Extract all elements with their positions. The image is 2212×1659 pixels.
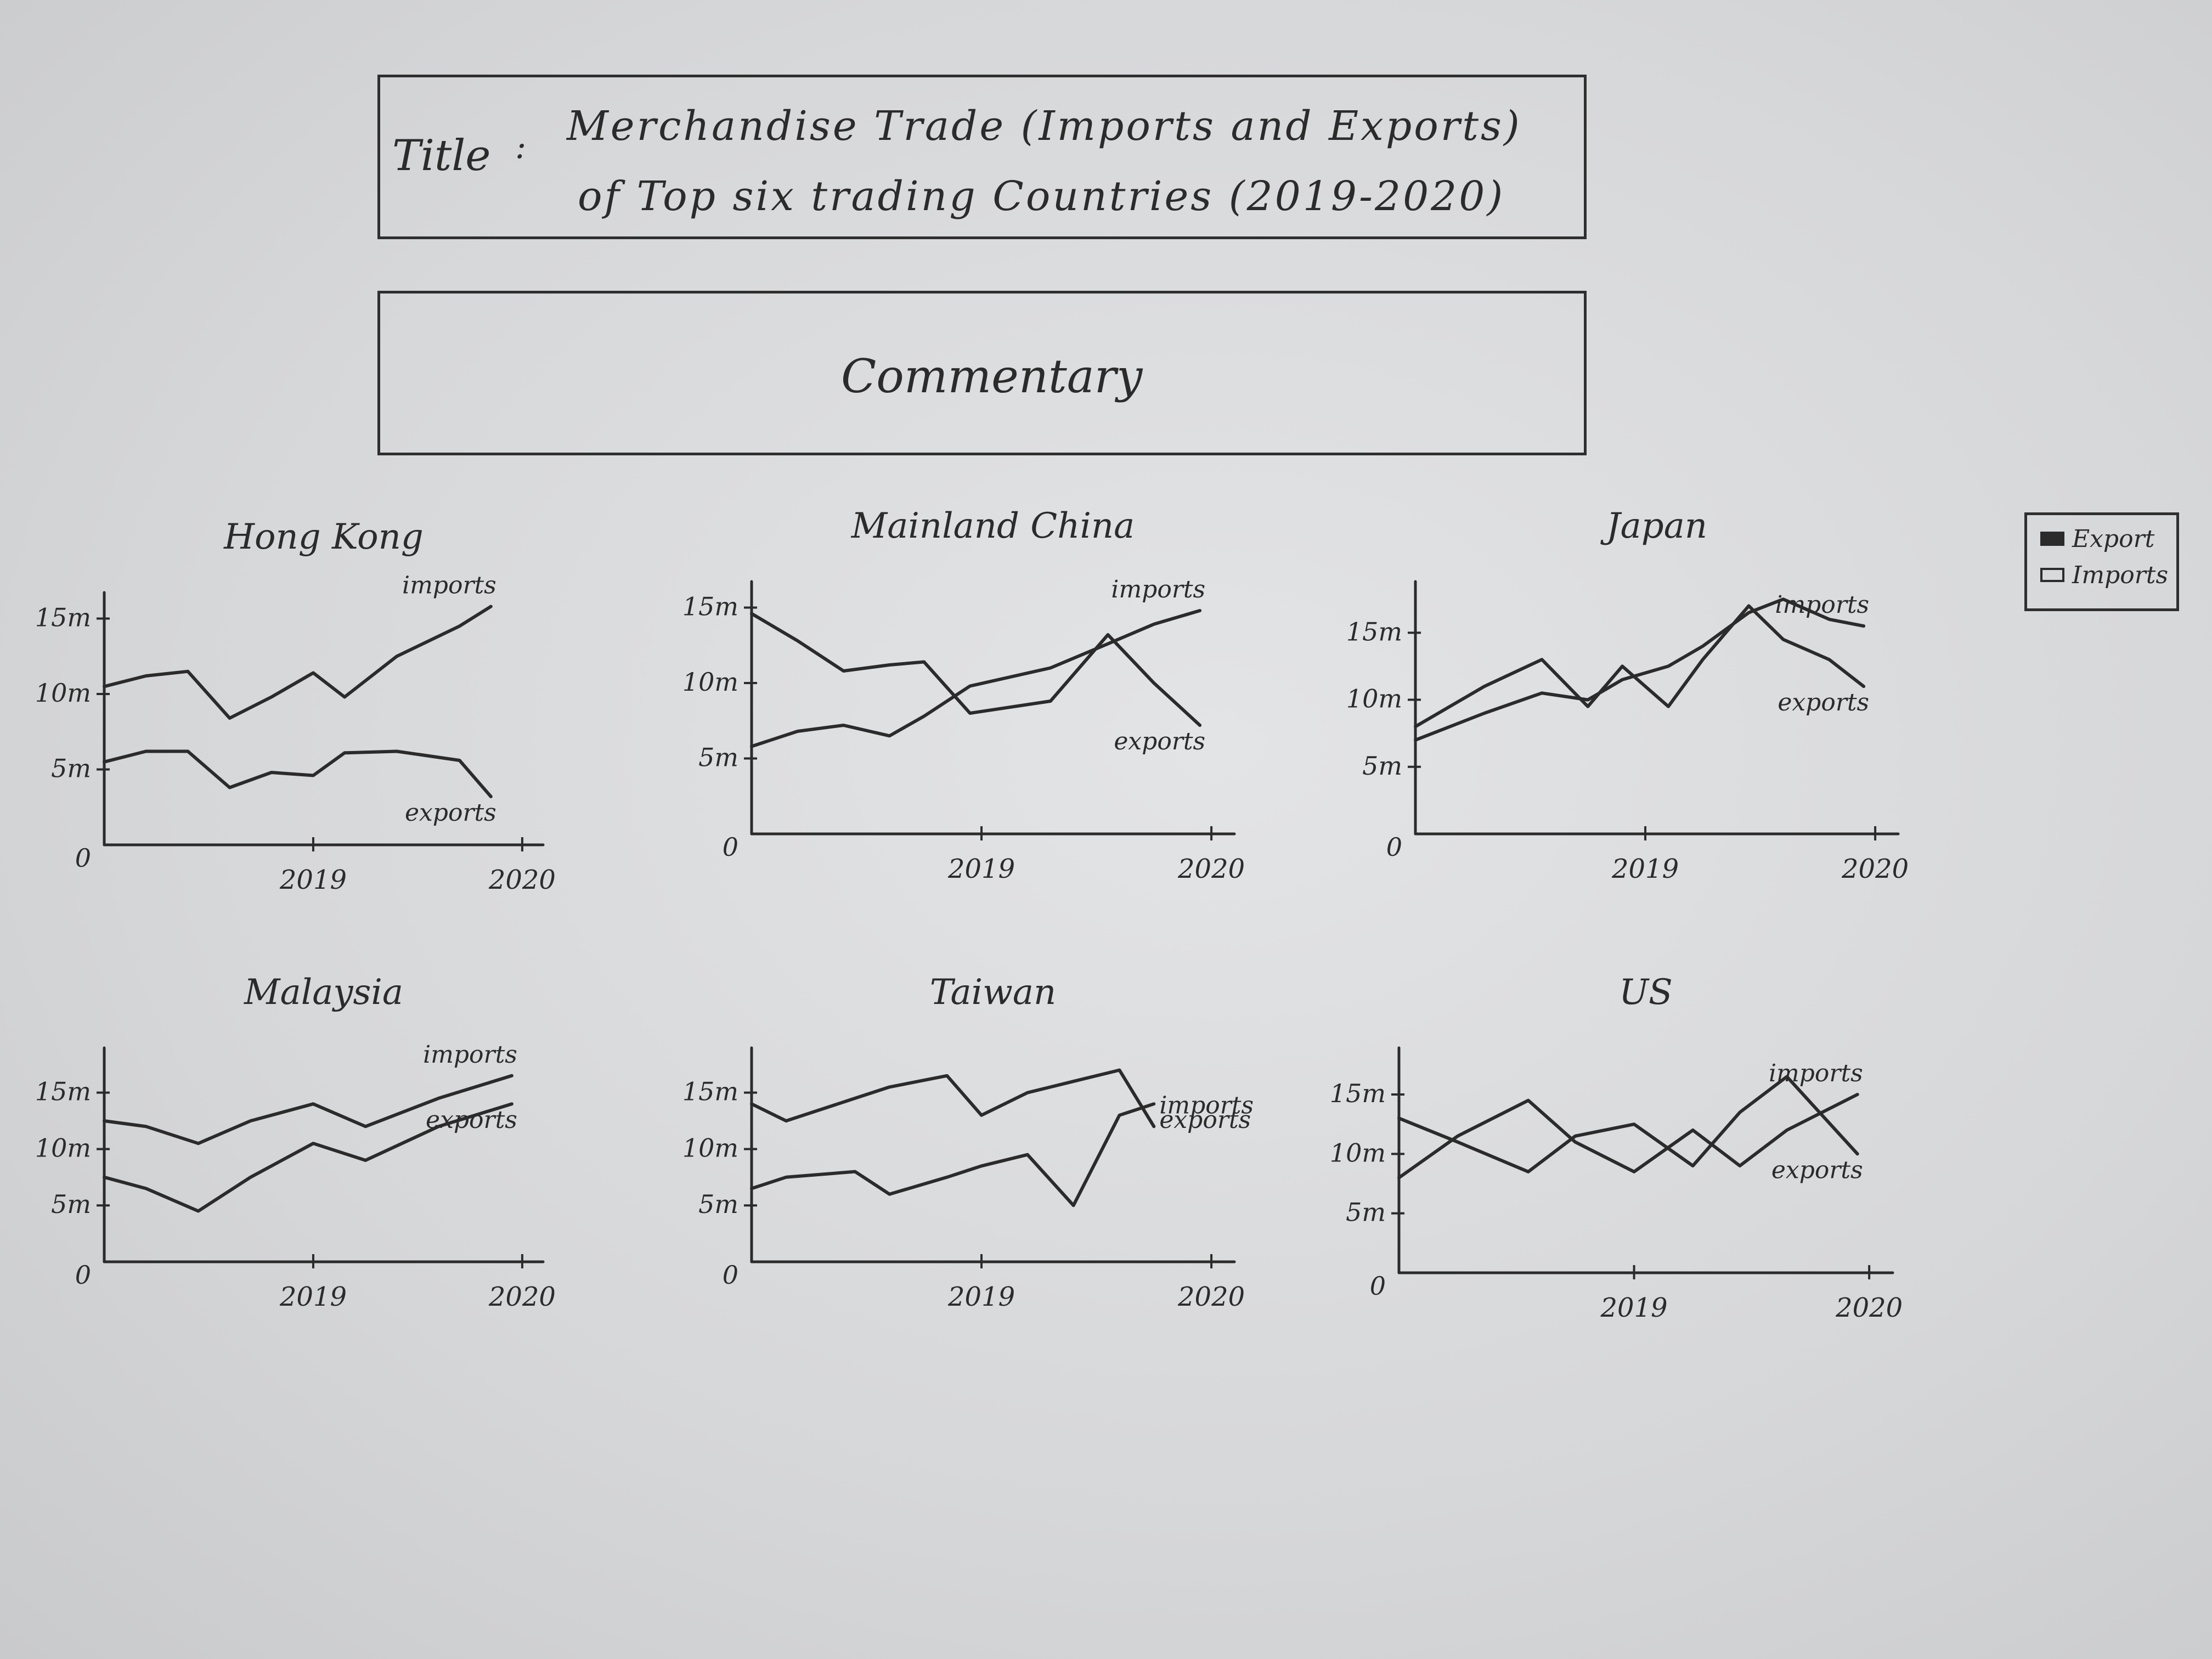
chart-us: US 0 5m 10m 15m 2019 2020 imports exports	[1330, 972, 1903, 1323]
series-label-imports: imports	[1775, 591, 1869, 619]
y-tick-label: 0	[75, 1260, 91, 1290]
x-tick-label: 2020	[1841, 854, 1909, 884]
chart-hong-kong: Hong Kong 0 5m 10m 15m 2019 2020 imports exports	[35, 517, 556, 895]
series-line-imports	[1414, 597, 1866, 742]
x-tick-label: 2019	[947, 1282, 1015, 1312]
series-label-exports: exports	[1778, 689, 1869, 716]
y-tick-label: 15m	[1346, 617, 1402, 646]
y-tick-label: 0	[1370, 1271, 1386, 1301]
y-tick-label: 15m	[682, 592, 738, 622]
title-box: Title : Merchandise Trade (Imports and E…	[377, 75, 1587, 239]
title-separator: :	[515, 128, 527, 166]
title-line-1: Merchandise Trade (Imports and Exports)	[567, 103, 1522, 150]
y-tick-label: 10m	[35, 678, 91, 708]
title-label: Title	[392, 131, 491, 180]
series-line-exports	[103, 1102, 514, 1213]
chart-title: Taiwan	[930, 972, 1057, 1013]
commentary-label: Commentary	[841, 349, 1143, 403]
y-tick-label: 10m	[1330, 1138, 1386, 1167]
series-line-exports	[1414, 604, 1866, 729]
series-label-exports: exports	[1159, 1106, 1251, 1134]
chart-title: Mainland China	[851, 506, 1135, 546]
legend-box: Export Imports	[2024, 512, 2179, 611]
series-label-imports: imports	[1111, 575, 1205, 603]
chart-title: Hong Kong	[223, 517, 424, 557]
series-line-imports	[103, 605, 493, 720]
chart-japan: Japan 0 5m 10m 15m 2019 2020 imports exports	[1346, 506, 1909, 884]
chart-title: Japan	[1600, 506, 1707, 546]
legend-label-export: Export	[2072, 525, 2155, 553]
y-tick-label: 10m	[682, 667, 738, 697]
y-tick-label: 5m	[698, 1189, 738, 1219]
y-tick-label: 0	[1386, 832, 1402, 862]
series-line-exports	[103, 749, 493, 798]
series-line-imports	[750, 609, 1202, 748]
y-tick-label: 5m	[1362, 751, 1402, 781]
series-label-exports: exports	[1771, 1156, 1863, 1184]
series-label-imports: imports	[1769, 1059, 1863, 1087]
y-tick-label: 5m	[698, 743, 738, 772]
series-label-imports: imports	[402, 572, 496, 600]
chart-title: Malaysia	[244, 972, 403, 1013]
x-tick-label: 2019	[1600, 1293, 1667, 1323]
y-tick-label: 15m	[682, 1077, 738, 1107]
series-line-exports	[750, 612, 1202, 727]
x-tick-label: 2020	[1835, 1293, 1903, 1323]
x-tick-label: 2019	[279, 1282, 347, 1312]
chart-title: US	[1619, 972, 1673, 1013]
y-tick-label: 15m	[35, 1077, 91, 1107]
y-tick-label: 0	[723, 832, 738, 862]
series-label-imports: imports	[423, 1041, 517, 1069]
series-label-exports: exports	[426, 1106, 517, 1134]
y-tick-label: 0	[75, 843, 91, 873]
series-label-imports: imports	[1159, 1091, 1254, 1119]
series-line-imports	[1397, 1093, 1859, 1180]
y-tick-label: 0	[723, 1260, 738, 1290]
commentary-box: Commentary	[377, 291, 1587, 455]
x-tick-label: 2020	[488, 865, 556, 895]
series-line-exports	[750, 1102, 1156, 1207]
legend-label-imports: Imports	[2072, 561, 2169, 589]
chart-mainland-china: Mainland China 0 5m 10m 15m 2019 2020 imports ex…	[682, 506, 1245, 884]
y-tick-label: 5m	[51, 1189, 91, 1219]
series-label-exports: exports	[405, 799, 496, 827]
x-tick-label: 2020	[1177, 1282, 1245, 1312]
legend-swatch-export	[2040, 532, 2064, 546]
x-tick-label: 2020	[488, 1282, 556, 1312]
x-tick-label: 2020	[1177, 854, 1245, 884]
series-line-imports	[103, 1074, 514, 1146]
y-tick-label: 15m	[35, 603, 91, 633]
y-tick-label: 10m	[1346, 684, 1402, 714]
chart-malaysia: Malaysia 0 5m 10m 15m 2019 2020 imports exports	[35, 972, 556, 1312]
y-tick-label: 15m	[1330, 1079, 1386, 1108]
series-line-exports	[1397, 1075, 1859, 1173]
legend-swatch-imports	[2040, 568, 2064, 582]
series-label-exports: exports	[1114, 727, 1205, 755]
title-line-2: of Top six trading Countries (2019-2020)	[578, 173, 1505, 220]
y-tick-label: 5m	[51, 754, 91, 783]
x-tick-label: 2019	[947, 854, 1015, 884]
y-tick-label: 5m	[1346, 1198, 1386, 1227]
series-line-imports	[750, 1068, 1156, 1128]
y-tick-label: 10m	[682, 1133, 738, 1163]
x-tick-label: 2019	[279, 865, 347, 895]
y-tick-label: 10m	[35, 1133, 91, 1163]
x-tick-label: 2019	[1611, 854, 1679, 884]
